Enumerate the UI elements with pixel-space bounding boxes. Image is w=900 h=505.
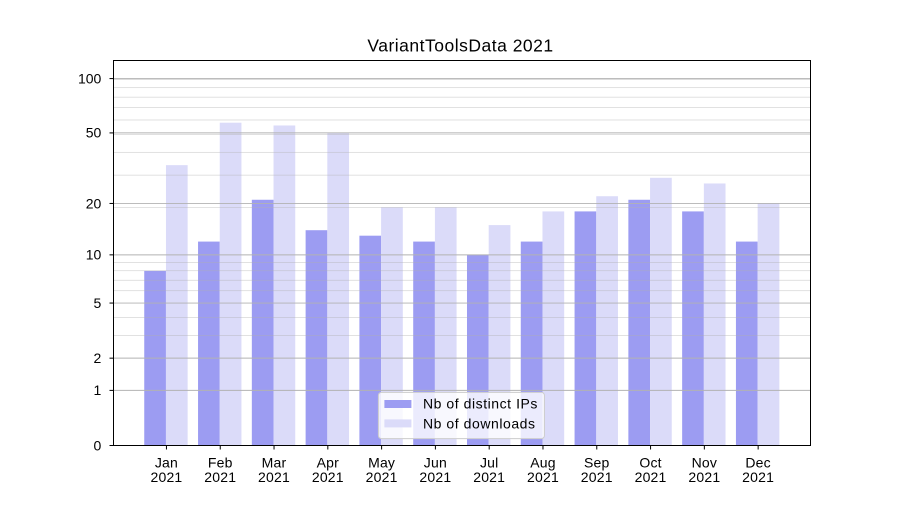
svg-text:5: 5 [94,295,102,311]
svg-text:2021: 2021 [527,469,559,485]
svg-text:2021: 2021 [258,469,290,485]
svg-text:Nb of downloads: Nb of downloads [423,415,536,431]
svg-text:50: 50 [86,125,102,141]
svg-text:Apr: Apr [317,455,340,471]
svg-text:Feb: Feb [208,455,233,471]
svg-text:0: 0 [94,437,102,453]
svg-text:Nov: Nov [692,455,718,471]
svg-text:2021: 2021 [581,469,613,485]
svg-text:Nb of distinct IPs: Nb of distinct IPs [423,395,538,411]
svg-text:Oct: Oct [639,455,661,471]
svg-text:1: 1 [94,382,102,398]
svg-text:2021: 2021 [473,469,505,485]
svg-text:May: May [368,455,395,471]
svg-text:2021: 2021 [366,469,398,485]
svg-text:VariantToolsData 2021: VariantToolsData 2021 [367,35,553,55]
svg-text:Jan: Jan [155,455,178,471]
svg-text:Aug: Aug [530,455,556,471]
svg-text:2021: 2021 [635,469,667,485]
svg-text:2021: 2021 [688,469,720,485]
svg-text:2021: 2021 [204,469,236,485]
svg-text:Dec: Dec [745,455,771,471]
svg-text:Sep: Sep [584,455,610,471]
svg-text:Jul: Jul [480,455,499,471]
svg-text:Mar: Mar [262,455,287,471]
svg-text:2021: 2021 [150,469,182,485]
svg-text:2021: 2021 [742,469,774,485]
svg-text:Jun: Jun [424,455,447,471]
svg-text:2: 2 [94,350,102,366]
svg-text:10: 10 [86,247,102,263]
svg-text:100: 100 [78,70,102,86]
svg-text:2021: 2021 [419,469,451,485]
svg-text:20: 20 [86,195,102,211]
svg-text:2021: 2021 [312,469,344,485]
